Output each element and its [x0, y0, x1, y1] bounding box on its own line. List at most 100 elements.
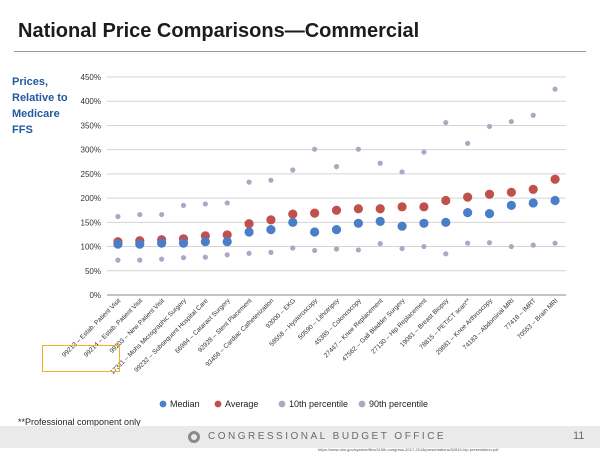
p90-point — [377, 160, 383, 166]
legend-p10-marker — [278, 400, 286, 408]
y-axis-caption-line-1: Prices, — [12, 76, 49, 88]
median-point — [244, 227, 254, 237]
p10-point — [355, 247, 361, 253]
y-tick-label: 50% — [85, 267, 101, 276]
p90-point — [246, 179, 252, 185]
median-point — [397, 221, 407, 231]
median-point — [484, 209, 495, 219]
average-point — [222, 230, 232, 240]
y-tick-label: 150% — [81, 218, 101, 227]
median-point — [550, 195, 560, 206]
average-point — [397, 202, 407, 212]
p10-point — [508, 243, 514, 250]
median-point — [178, 238, 189, 248]
p10-point — [421, 243, 427, 250]
p10-point — [290, 245, 296, 251]
p10-point — [465, 240, 471, 246]
p90-point — [137, 211, 143, 218]
median-point — [310, 227, 320, 237]
average-point — [506, 187, 516, 197]
y-axis-caption: Prices, Relative to Medicare FFS — [12, 74, 82, 138]
y-tick-label: 200% — [81, 194, 101, 203]
average-point — [244, 219, 254, 229]
cbo-seal-icon — [188, 431, 200, 443]
page-number: 11 — [573, 430, 585, 442]
x-tick-label: 70553 – Brain MRI — [516, 297, 559, 340]
title-divider — [14, 51, 586, 52]
p10-point — [202, 254, 208, 260]
p10-point — [552, 240, 558, 246]
median-point — [266, 225, 276, 235]
average-point — [375, 204, 385, 214]
y-tick-labels: 0% 50% 100% 150% 200% 250% 300% 350% 400% 450% — [81, 73, 101, 300]
p10-point — [159, 256, 165, 262]
price-comparison-chart: 0% 50% 100% 150% 200% 250% 300% 350% 400% 450% 99… — [61, 73, 566, 409]
average-point — [528, 184, 538, 194]
highlight-box — [42, 345, 120, 372]
p10-point — [180, 255, 187, 261]
y-tick-label: 350% — [81, 121, 101, 130]
y-tick-label: 300% — [81, 146, 101, 155]
footer-org-name: CONGRESSIONAL BUDGET OFFICE — [208, 431, 447, 442]
p10-point — [137, 257, 143, 263]
p10-point — [530, 242, 536, 248]
y-tick-label: 0% — [89, 291, 101, 300]
y-tick-label: 450% — [81, 73, 101, 82]
p90-point — [465, 140, 471, 146]
p90-point — [355, 146, 361, 152]
y-tick-label: 100% — [81, 243, 101, 252]
p90-point — [443, 119, 449, 126]
footer-bar — [0, 426, 600, 448]
p90-point — [180, 202, 187, 208]
median-point — [222, 237, 232, 247]
p90-point — [115, 213, 121, 220]
p10-point — [377, 241, 383, 247]
legend-p90-label: 90th percentile — [369, 399, 428, 409]
y-tick-label: 250% — [81, 170, 101, 179]
data-points — [113, 86, 560, 263]
median-point — [463, 208, 473, 218]
legend-median-marker — [159, 400, 167, 408]
x-tick-label: 50590 – Lithotripsy — [297, 297, 341, 341]
p10-point — [443, 251, 449, 257]
median-point — [506, 200, 516, 210]
p10-point — [246, 250, 252, 256]
legend-p90: 90th percentile — [358, 399, 428, 409]
legend-median: Median — [159, 399, 200, 409]
average-point — [484, 189, 495, 199]
p90-point — [224, 200, 230, 206]
p90-point — [290, 167, 296, 173]
p90-point — [202, 201, 208, 207]
legend-average: Average — [214, 399, 258, 409]
p90-point — [399, 169, 405, 175]
legend-p90-marker — [358, 400, 366, 408]
p10-point — [333, 246, 340, 252]
p10-point — [115, 257, 121, 263]
median-point — [288, 217, 298, 227]
p90-point — [552, 86, 558, 92]
median-point — [200, 237, 210, 247]
legend: Median Average 10th percentile 90th percent… — [159, 399, 428, 409]
average-point — [441, 195, 451, 206]
legend-p10-label: 10th percentile — [289, 399, 348, 409]
median-point — [441, 217, 451, 227]
median-point — [113, 239, 123, 249]
median-point — [419, 218, 429, 228]
median-point — [331, 225, 342, 235]
legend-average-label: Average — [225, 399, 258, 409]
average-point — [288, 209, 298, 219]
median-point — [375, 216, 385, 226]
y-axis-caption-line-2: Relative to — [12, 92, 68, 104]
average-point — [266, 215, 276, 225]
average-point — [463, 192, 473, 202]
p90-point — [268, 177, 274, 183]
p10-point — [312, 247, 318, 254]
median-point — [353, 218, 363, 228]
p90-point — [421, 149, 427, 155]
average-point — [310, 208, 320, 218]
average-point — [419, 202, 429, 212]
p10-point — [399, 245, 405, 252]
median-point — [135, 239, 145, 249]
page-title: National Price Comparisons—Commercial — [18, 20, 420, 42]
